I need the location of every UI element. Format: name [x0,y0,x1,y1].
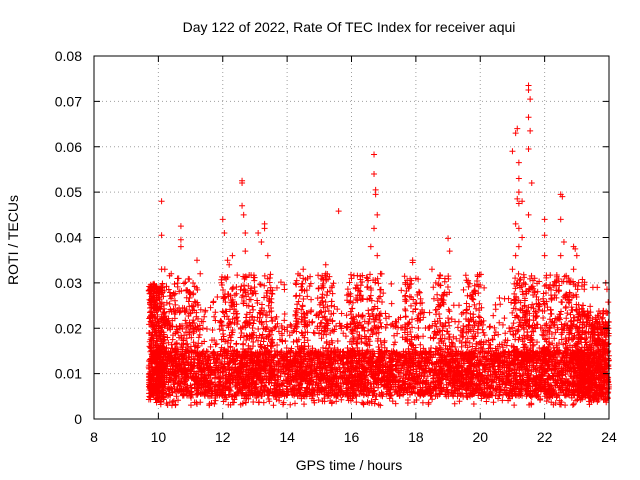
data-point [277,279,284,286]
data-point [529,301,536,308]
data-point [491,324,498,331]
data-point [210,298,217,305]
data-point [281,317,288,324]
data-point [470,401,477,408]
data-point [556,397,563,404]
data-point [605,299,612,306]
data-point [250,306,257,313]
data-point [501,315,508,322]
data-point [409,324,416,331]
data-point [510,320,517,327]
data-point [388,300,395,307]
data-point [540,314,547,321]
data-point [499,344,506,351]
data-point [456,302,463,309]
data-point [212,309,219,316]
data-point [426,309,433,316]
data-point [419,399,426,406]
data-point [207,304,214,311]
data-point [203,325,210,332]
data-point [382,324,389,331]
data-point [490,312,497,319]
data-point [567,318,574,325]
data-point [319,344,326,351]
data-point [458,311,465,318]
data-point [388,280,395,287]
data-point [490,399,497,406]
data-point [317,320,324,327]
data-point [216,326,223,333]
grid [94,56,609,419]
data-point [342,333,349,340]
data-point [270,402,277,409]
data-point [338,396,345,403]
data-point [448,316,455,323]
data-point [212,374,219,381]
data-point [281,311,288,318]
data-point [481,284,488,291]
data-point [201,338,208,345]
data-point [184,383,191,390]
data-point [292,400,299,407]
data-point [185,344,192,351]
data-point [475,313,482,320]
data-point [487,323,494,330]
data-point [287,321,294,328]
data-point [492,301,499,308]
data-point [414,333,421,340]
data-point [260,399,267,406]
data-point [255,325,262,332]
data-point [429,396,436,403]
data-point [187,402,194,409]
data-point [398,287,405,294]
data-point [587,303,594,310]
data-point [506,325,513,332]
data-point [281,281,288,288]
data-point [214,294,221,301]
data-point [562,402,569,409]
data-point [486,324,493,331]
data-points [145,82,612,409]
data-point [310,329,317,336]
data-point [569,402,576,409]
data-point [511,402,518,409]
data-point [483,398,490,405]
data-point [384,321,391,328]
data-point [196,331,203,338]
data-point [274,320,281,327]
data-point [213,340,220,347]
data-point [287,401,294,408]
data-point [450,302,457,309]
data-point [301,401,308,408]
data-point [250,398,257,405]
data-point [486,341,493,348]
data-point [452,318,459,325]
chart-title: Day 122 of 2022, Rate Of TEC Index for r… [183,19,516,35]
data-point [283,344,290,351]
data-point [497,301,504,308]
data-point [496,294,503,301]
data-point [334,338,341,345]
data-point [200,318,207,325]
data-point [256,399,263,406]
data-point [282,338,289,345]
data-point [375,280,382,287]
data-point [460,286,467,293]
data-point [433,323,440,330]
data-point [570,401,577,408]
data-point [404,396,411,403]
data-point [353,399,360,406]
data-point [220,327,227,334]
data-point [454,324,461,331]
data-point [240,340,247,347]
